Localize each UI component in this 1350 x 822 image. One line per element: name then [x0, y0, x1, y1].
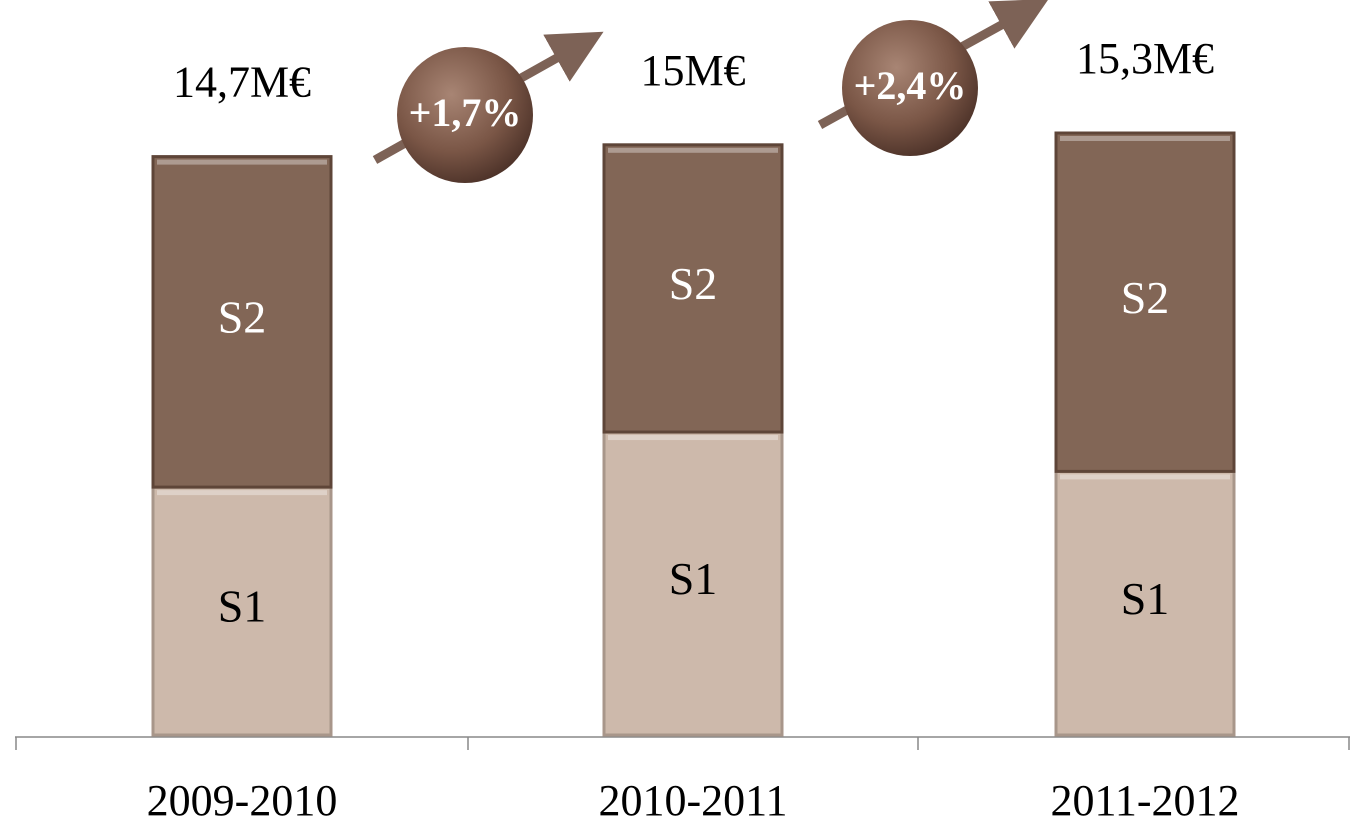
bar-highlight	[157, 159, 327, 165]
segment-label: S2	[1121, 272, 1170, 323]
segment-label: S1	[218, 581, 267, 632]
bar-highlight	[1060, 474, 1230, 480]
bar-segment	[1054, 131, 1236, 473]
bar-segment	[602, 143, 784, 434]
total-label: 15M€	[640, 46, 745, 95]
growth-label: +2,4%	[854, 63, 967, 108]
bar-highlight	[608, 435, 778, 441]
axis-ticks	[15, 737, 1350, 750]
bar-segment	[151, 155, 333, 489]
segment-label: S2	[218, 291, 267, 342]
x-tick-label: 2010-2011	[598, 776, 787, 822]
x-tick-label: 2011-2012	[1050, 776, 1239, 822]
segment-label: S1	[1121, 573, 1170, 624]
growth-badge	[397, 47, 533, 183]
bar-highlight	[1060, 136, 1230, 141]
x-tick-label: 2009-2010	[147, 776, 338, 822]
total-label: 15,3M€	[1076, 34, 1214, 83]
bar-segment	[151, 485, 333, 737]
growth-badge	[842, 20, 978, 156]
bar-highlight	[157, 490, 327, 496]
bar-highlight	[608, 147, 778, 153]
total-label: 14,7M€	[173, 58, 311, 107]
segment-label: S2	[669, 258, 718, 309]
segment-label: S1	[669, 553, 718, 604]
growth-label: +1,7%	[409, 90, 522, 135]
